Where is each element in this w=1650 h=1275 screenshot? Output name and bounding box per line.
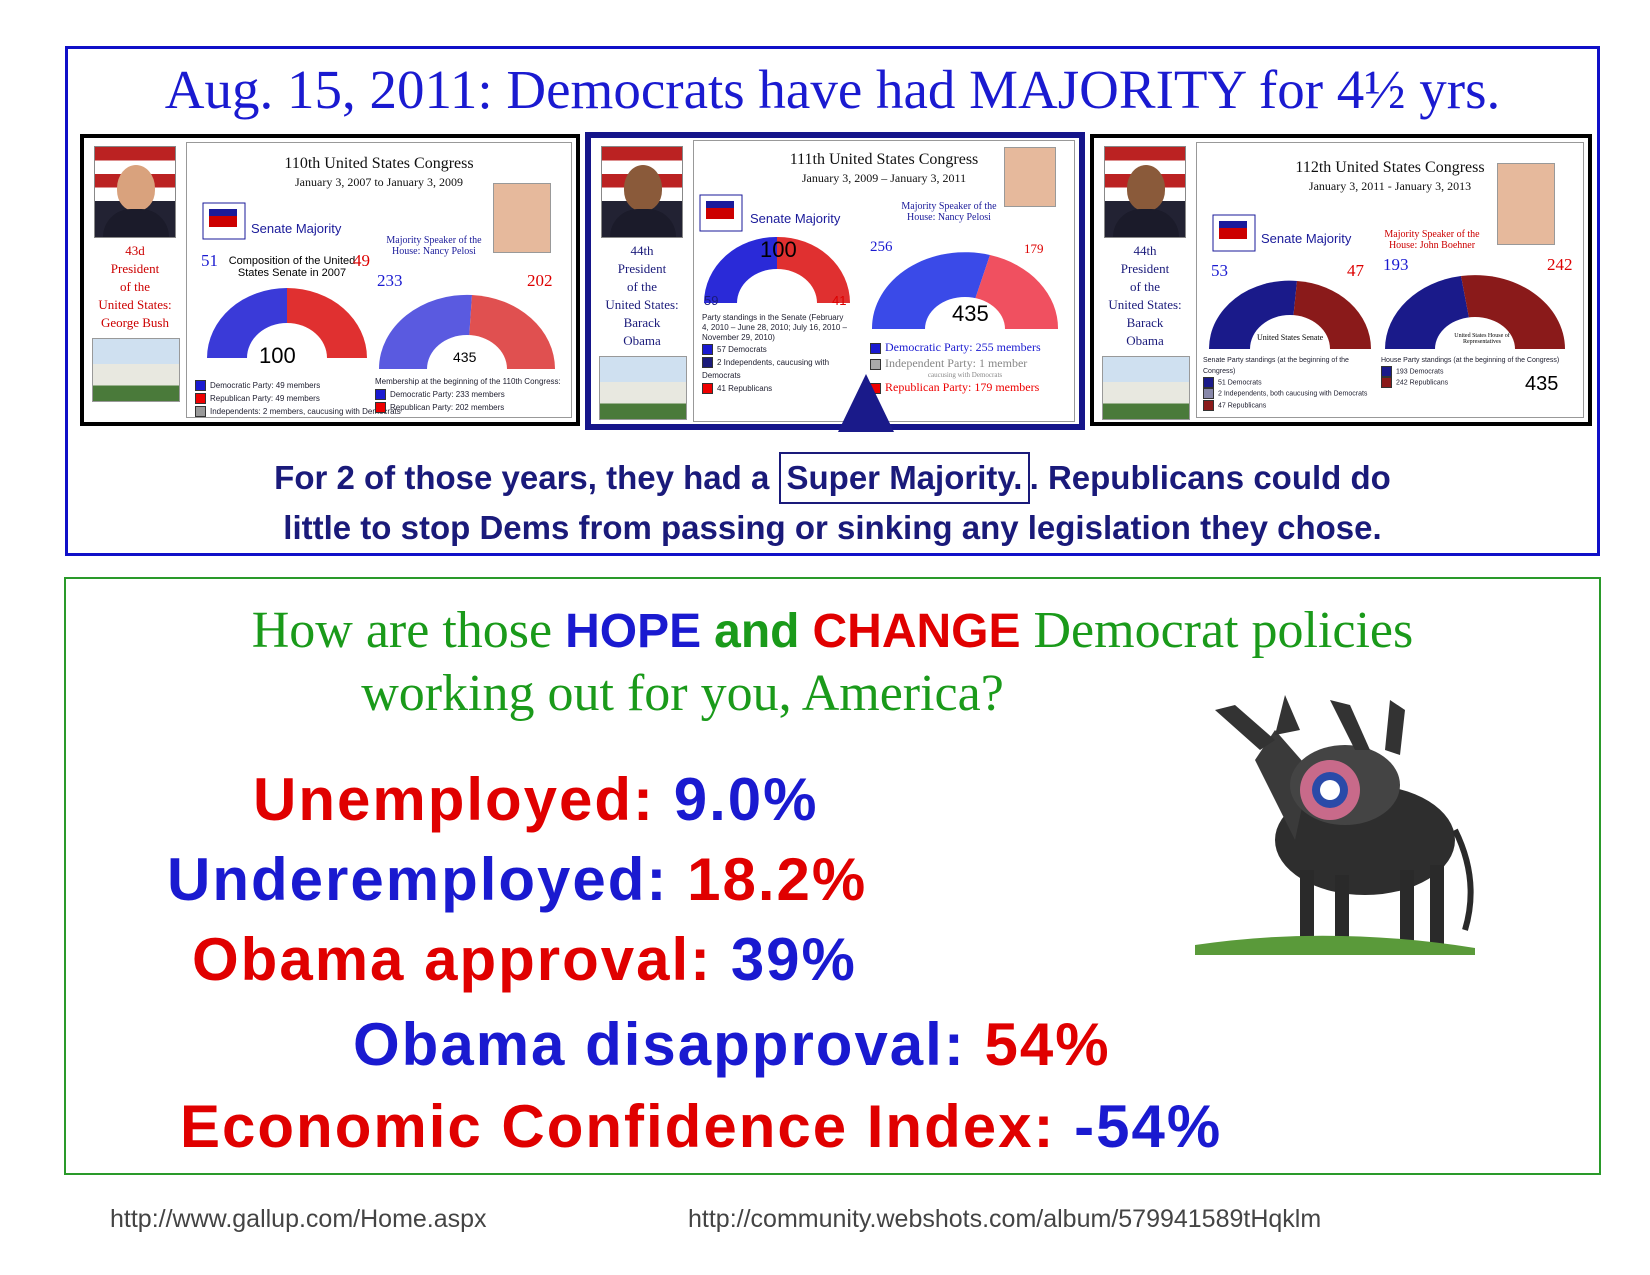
- congress-panel-111: 44th President of the United States: Barack O…: [585, 132, 1085, 430]
- speaker-caption: Majority Speaker of the House: John Boeh…: [1384, 229, 1480, 251]
- senate-chamber-label: United States Senate: [1257, 333, 1324, 342]
- stat-disapproval: Obama disapproval: 54%: [353, 1011, 1111, 1078]
- senate-rep-count: 49: [353, 251, 370, 270]
- senate-legend: Senate Party standings (at the beginning…: [1203, 357, 1368, 411]
- super-majority-highlight: Super Majority.: [778, 452, 1031, 504]
- senate-legend: Party standings in the Senate (February …: [702, 313, 848, 395]
- speaker-photo: [1004, 147, 1056, 207]
- house-total: 435: [453, 349, 477, 365]
- senate-seat-chart: [207, 288, 367, 358]
- top-frame: [65, 46, 1600, 556]
- house-legend: Democratic Party: 255 members Independen…: [870, 339, 1060, 395]
- donkey-logo-icon: [699, 194, 743, 232]
- speaker-caption: Majority Speaker of the House: Nancy Pel…: [901, 201, 997, 223]
- house-legend: House Party standings (at the beginning …: [1381, 357, 1560, 389]
- congress-panel-110: 43d President of the United States: George B…: [80, 134, 580, 426]
- president-caption: 44th President of the United States: Barack O…: [605, 243, 679, 348]
- senate-seat-chart: [704, 236, 850, 303]
- house-total: 435: [952, 301, 989, 326]
- president-caption: 44th President of the United States: Barack O…: [1108, 243, 1182, 348]
- congress-info: 111th United States Congress January 3, 2…: [693, 140, 1075, 422]
- senate-seat-chart: [1208, 280, 1372, 349]
- house-dem-count: 233: [377, 271, 403, 290]
- senate-majority-label: Senate Majority: [1261, 231, 1352, 246]
- senate-majority-label: Senate Majority: [750, 211, 841, 226]
- house-rep-count: 179: [1024, 241, 1044, 256]
- donkey-logo-icon: [1212, 214, 1256, 252]
- bottom-frame: [64, 577, 1601, 1175]
- house-chamber-label: United States House of Representatives: [1454, 333, 1510, 345]
- president-photo: [601, 146, 683, 238]
- senate-total: 100: [760, 237, 797, 262]
- president-photo: [94, 146, 176, 238]
- white-house-photo: [1102, 356, 1190, 420]
- house-rep-count: 202: [527, 271, 553, 290]
- president-photo: [1104, 146, 1186, 238]
- president-column: 44th President of the United States: Barack O…: [599, 146, 687, 420]
- senate-rep-count: 41: [832, 293, 847, 308]
- congress-info: 112th United States Congress January 3, 2…: [1196, 142, 1584, 418]
- stat-underemployed: Underemployed: 18.2%: [167, 846, 868, 913]
- speaker-photo: [493, 183, 551, 253]
- donkey-logo-icon: [202, 202, 246, 240]
- house-dem-count: 193: [1383, 255, 1409, 274]
- president-column: 44th President of the United States: Barack O…: [1102, 146, 1190, 420]
- stat-approval: Obama approval: 39%: [192, 926, 857, 993]
- question-heading: How are those HOPE and CHANGE Democrat p…: [251, 602, 1414, 722]
- house-total: 435: [1525, 373, 1559, 395]
- pointer-arrow-icon: [838, 374, 894, 432]
- congress-title: 110th United States Congress January 3, 2…: [284, 155, 474, 189]
- house-seat-chart: [378, 294, 556, 369]
- senate-rep-count: 47: [1347, 261, 1364, 280]
- headline: Aug. 15, 2011: Democrats have had MAJORI…: [164, 59, 1501, 120]
- stat-unemployed: Unemployed: 9.0%: [253, 766, 819, 833]
- source-link-webshots[interactable]: http://community.webshots.com/album/5799…: [688, 1205, 1322, 1233]
- white-house-photo: [92, 338, 180, 402]
- white-house-photo: [599, 356, 687, 420]
- speaker-photo: [1497, 163, 1555, 245]
- president-caption: 43d President of the United States: George B…: [98, 243, 172, 330]
- senate-dem-count: 59: [704, 293, 719, 308]
- donkey-illustration-icon: [1195, 695, 1475, 955]
- congress-panel-112: 44th President of the United States: Barack O…: [1090, 134, 1592, 426]
- speaker-caption: Majority Speaker of the House: Nancy Pel…: [386, 235, 482, 257]
- president-column: 43d President of the United States: George B…: [92, 146, 180, 402]
- stat-economic-confidence: Economic Confidence Index: -54%: [180, 1093, 1223, 1160]
- house-seat-chart: [1385, 275, 1565, 349]
- house-seat-chart: [871, 252, 1059, 329]
- congress-title: 111th United States Congress January 3, 2…: [789, 151, 979, 185]
- senate-dem-count: 53: [1211, 261, 1228, 280]
- super-majority-text: For 2 of those years, they had a Super M…: [65, 452, 1600, 552]
- senate-legend: Democratic Party: 49 members Republican …: [195, 379, 401, 418]
- senate-total: 100: [259, 343, 296, 368]
- source-link-gallup[interactable]: http://www.gallup.com/Home.aspx: [110, 1205, 487, 1233]
- congress-info: 110th United States Congress January 3, 2…: [186, 142, 572, 418]
- house-rep-count: 242: [1547, 255, 1573, 274]
- congress-title: 112th United States Congress January 3, 2…: [1295, 159, 1485, 193]
- senate-dem-count: 51: [201, 251, 218, 270]
- house-legend: Membership at the beginning of the 110th…: [375, 377, 561, 414]
- house-dem-count: 256: [870, 239, 893, 255]
- senate-caption: Composition of the United States Senate …: [228, 255, 356, 279]
- senate-majority-label: Senate Majority: [251, 221, 342, 236]
